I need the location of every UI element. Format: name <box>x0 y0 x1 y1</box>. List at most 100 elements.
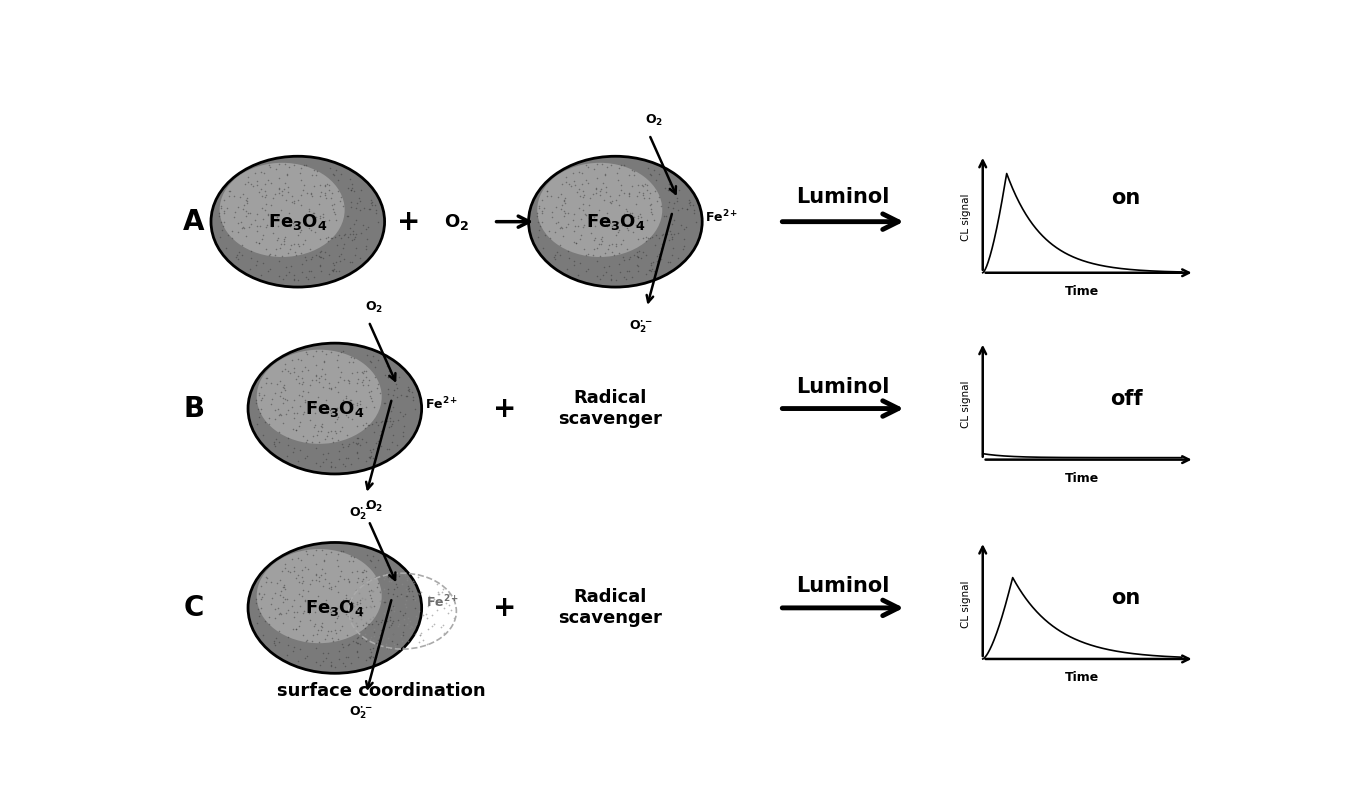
Point <box>545 200 567 213</box>
Point <box>376 415 398 428</box>
Point <box>309 250 331 263</box>
Point <box>285 372 307 385</box>
Point <box>260 161 281 174</box>
Point <box>283 561 305 574</box>
Point <box>566 185 587 198</box>
Point <box>572 190 594 203</box>
Point <box>658 182 680 195</box>
Point <box>645 174 667 187</box>
Point <box>632 187 654 200</box>
Point <box>395 601 417 614</box>
Point <box>275 193 296 206</box>
Point <box>362 650 384 663</box>
Point <box>616 205 638 218</box>
Point <box>346 376 367 389</box>
Point <box>309 245 331 258</box>
Point <box>373 596 395 609</box>
Point <box>378 574 400 587</box>
Point <box>328 633 350 646</box>
Point <box>639 187 661 200</box>
Point <box>277 604 299 616</box>
Text: $\mathbf{O_2}$: $\mathbf{O_2}$ <box>444 212 469 231</box>
Point <box>668 184 690 197</box>
Point <box>296 186 318 199</box>
Point <box>325 214 347 227</box>
Point <box>301 168 322 181</box>
Point <box>645 228 667 241</box>
Point <box>362 584 384 597</box>
Point <box>318 184 340 197</box>
Point <box>344 201 366 214</box>
Point <box>328 548 350 561</box>
Point <box>329 424 351 437</box>
Point <box>363 625 385 638</box>
Point <box>628 185 650 198</box>
Point <box>660 184 682 197</box>
Point <box>598 260 620 273</box>
Point <box>309 570 331 583</box>
Point <box>288 167 310 180</box>
Point <box>402 585 423 598</box>
Point <box>302 206 324 219</box>
Point <box>626 218 647 231</box>
Point <box>601 195 623 208</box>
Point <box>273 580 295 593</box>
Point <box>549 239 571 252</box>
Point <box>583 243 605 256</box>
Point <box>314 246 336 259</box>
Point <box>616 242 638 255</box>
Point <box>346 575 367 588</box>
Point <box>236 192 258 205</box>
Point <box>291 571 313 584</box>
Point <box>403 391 425 404</box>
Text: Luminol: Luminol <box>796 187 889 207</box>
Point <box>556 221 578 234</box>
Point <box>277 365 299 378</box>
Point <box>358 418 380 431</box>
Point <box>270 608 292 621</box>
Point <box>351 402 373 415</box>
Point <box>563 224 585 237</box>
Point <box>594 168 616 181</box>
Point <box>355 365 377 378</box>
Point <box>303 421 325 434</box>
Point <box>317 625 339 637</box>
Point <box>370 439 392 452</box>
Point <box>346 384 367 397</box>
Point <box>331 167 352 180</box>
Point <box>310 185 332 198</box>
Point <box>385 378 407 391</box>
Point <box>311 544 333 557</box>
Point <box>294 593 316 606</box>
Point <box>348 191 370 204</box>
Point <box>572 220 594 233</box>
Point <box>351 374 373 387</box>
Point <box>342 615 363 628</box>
Point <box>305 168 326 181</box>
Point <box>328 228 350 241</box>
Point <box>367 634 389 647</box>
Point <box>392 625 414 638</box>
Point <box>374 616 396 629</box>
Point <box>402 574 423 587</box>
Point <box>272 616 294 629</box>
Point <box>231 239 253 252</box>
Point <box>378 365 400 378</box>
Point <box>325 403 347 416</box>
Point <box>433 618 455 631</box>
Point <box>387 590 408 603</box>
Point <box>326 402 348 415</box>
Point <box>553 194 575 207</box>
Point <box>318 403 340 416</box>
Point <box>265 587 287 599</box>
Point <box>346 432 367 445</box>
Point <box>336 629 358 642</box>
Point <box>346 583 367 596</box>
Point <box>643 239 665 252</box>
Point <box>384 605 406 618</box>
Point <box>329 255 351 268</box>
Point <box>255 576 277 589</box>
Point <box>351 565 373 578</box>
Point <box>314 567 336 580</box>
Point <box>613 186 635 199</box>
